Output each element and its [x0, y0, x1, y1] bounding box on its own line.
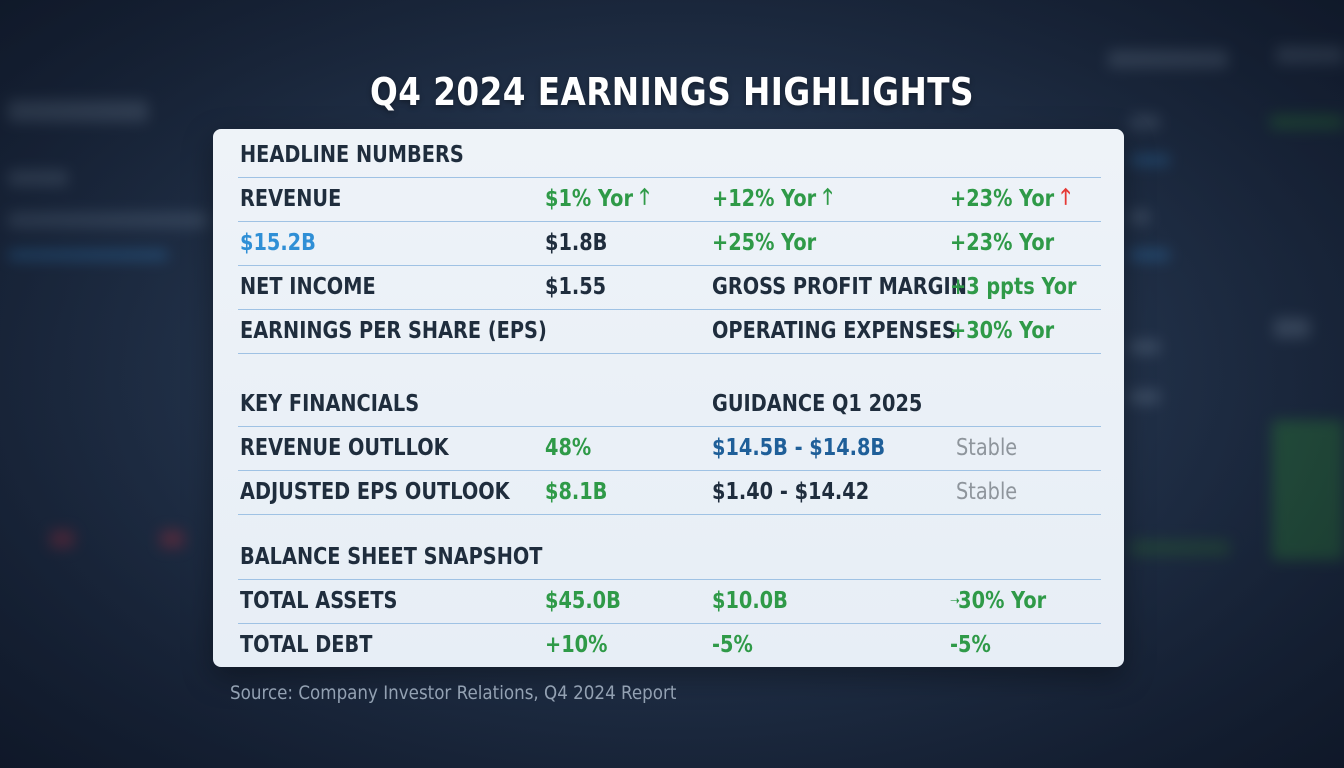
source-note: Source: Company Investor Relations, Q4 2…	[230, 682, 677, 704]
row-label: OPERATING EXPENSES	[712, 318, 956, 344]
metric-value: $1% Yor	[545, 186, 633, 212]
metric-value: +23% Yor	[950, 186, 1055, 212]
section-title: BALANCE SHEET SNAPSHOT	[240, 544, 543, 570]
page-title: Q4 2024 EARNINGS HIGHLIGHTS	[370, 70, 974, 114]
table-row: TOTAL ASSETS $45.0B $10.0B ➝ 30% Yor	[238, 579, 1101, 624]
section-title: GUIDANCE Q1 2025	[712, 391, 923, 417]
metric-value: $1.8B	[545, 230, 608, 256]
metric-cell: $1% Yor 🡑	[545, 177, 649, 221]
metric-value: -5%	[950, 632, 991, 658]
metric-value: $1.55	[545, 274, 607, 300]
metric-value: $8.1B	[545, 479, 608, 505]
up-arrow-icon: 🡑	[822, 185, 833, 210]
metric-cell: ➝ 30% Yor	[950, 579, 1046, 623]
table-row: $15.2B $1.8B +25% Yor +23% Yor	[238, 221, 1101, 266]
table-row: EARNINGS PER SHARE (EPS) OPERATING EXPEN…	[238, 309, 1101, 354]
metric-value: +25% Yor	[712, 230, 817, 256]
table-row: TOTAL DEBT +10% -5% -5%	[238, 623, 1101, 667]
row-label: GROSS PROFIT MARGIN	[712, 274, 967, 300]
row-label: REVENUE	[240, 186, 342, 212]
row-label: TOTAL DEBT	[240, 632, 373, 658]
metric-value: +10%	[545, 632, 608, 658]
guidance-range: $14.5B - $14.8B	[712, 435, 886, 461]
table-row: REVENUE OUTLLOK 48% $14.5B - $14.8B Stab…	[238, 426, 1101, 471]
metric-value: +30% Yor	[950, 318, 1055, 344]
metric-value: -5%	[712, 632, 753, 658]
right-arrow-icon: ➝	[950, 593, 960, 609]
status-text: Stable	[956, 435, 1018, 461]
section-title: HEADLINE NUMBERS	[240, 142, 464, 168]
earnings-panel: HEADLINE NUMBERS REVENUE $1% Yor 🡑 +12% …	[213, 129, 1124, 667]
row-label: TOTAL ASSETS	[240, 588, 398, 614]
row-label: ADJUSTED EPS OUTLOOK	[240, 479, 510, 505]
metric-value: +23% Yor	[950, 230, 1055, 256]
metric-value: +3 ppts Yor	[950, 274, 1077, 300]
table-row: NET INCOME $1.55 GROSS PROFIT MARGIN +3 …	[238, 265, 1101, 310]
status-text: Stable	[956, 479, 1018, 505]
metric-value: 48%	[545, 435, 592, 461]
guidance-range: $1.40 - $14.42	[712, 479, 870, 505]
revenue-value: $15.2B	[240, 230, 316, 256]
section-header-balance-sheet: BALANCE SHEET SNAPSHOT	[238, 535, 1101, 580]
up-arrow-icon: 🡑	[639, 185, 650, 210]
section-title: KEY FINANCIALS	[240, 391, 420, 417]
metric-value: $45.0B	[545, 588, 621, 614]
metric-cell: +23% Yor 🡑	[950, 177, 1071, 221]
metric-value: $10.0B	[712, 588, 788, 614]
metric-cell: +12% Yor 🡑	[712, 177, 833, 221]
up-arrow-icon: 🡑	[1060, 185, 1071, 210]
table-row: ADJUSTED EPS OUTLOOK $8.1B $1.40 - $14.4…	[238, 470, 1101, 515]
metric-value: +12% Yor	[712, 186, 817, 212]
row-label: NET INCOME	[240, 274, 376, 300]
section-header-key-financials: KEY FINANCIALS GUIDANCE Q1 2025	[238, 382, 1101, 427]
section-header-headline: HEADLINE NUMBERS	[238, 133, 1101, 178]
row-label: EARNINGS PER SHARE (EPS)	[240, 318, 547, 344]
table-row: REVENUE $1% Yor 🡑 +12% Yor 🡑 +23% Yor 🡑	[238, 177, 1101, 222]
row-label: REVENUE OUTLLOK	[240, 435, 449, 461]
metric-value: 30% Yor	[958, 588, 1047, 614]
